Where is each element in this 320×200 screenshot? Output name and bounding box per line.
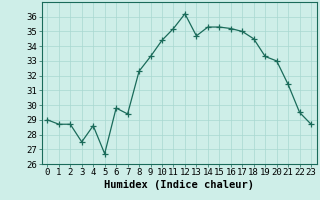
X-axis label: Humidex (Indice chaleur): Humidex (Indice chaleur) bbox=[104, 180, 254, 190]
